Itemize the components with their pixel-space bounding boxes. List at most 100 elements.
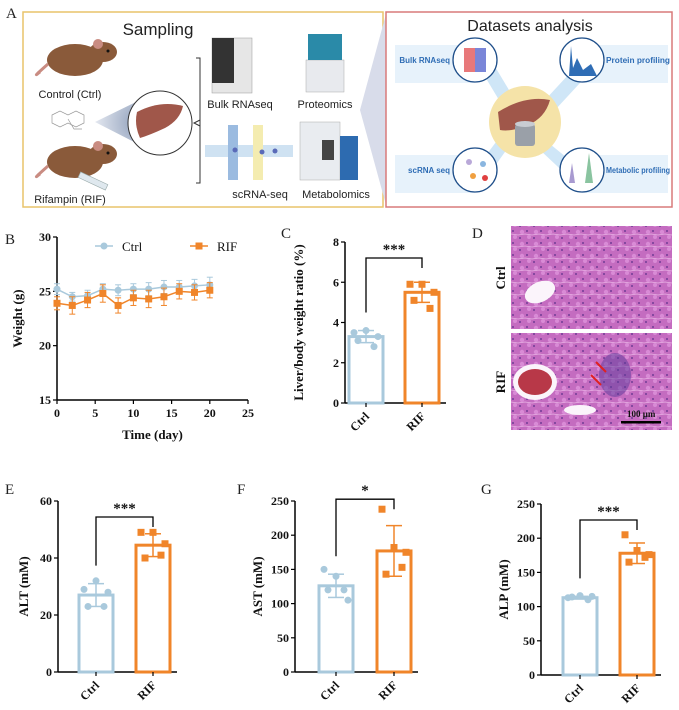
sampling-title: Sampling: [123, 20, 194, 39]
series-rif: [53, 282, 214, 315]
significance-bracket: [335, 498, 395, 557]
data-point: [53, 299, 61, 307]
x-tick-label: Ctrl: [317, 678, 342, 703]
y-axis-label: ALP (mM): [496, 559, 511, 619]
sequencer-icon: [211, 37, 253, 94]
control-mouse-icon: [34, 39, 117, 77]
data-point: [406, 280, 414, 288]
data-point: [382, 570, 390, 578]
umap-icon: [466, 159, 488, 181]
significance-bracket: [579, 519, 638, 579]
significance-label: ***: [383, 242, 406, 258]
panel-a-analysis: Datasets analysis Bulk RNAseq Protein pr…: [385, 11, 673, 208]
syringe-icon: [77, 171, 109, 191]
y-tick-label: 200: [271, 528, 289, 542]
x-tick-label: Ctrl: [561, 681, 586, 706]
panel-letter-b: B: [5, 232, 15, 248]
data-point: [191, 288, 199, 296]
bar-rif: [403, 290, 441, 405]
y-tick-label: 20: [39, 339, 51, 353]
data-point: [430, 288, 438, 296]
data-point: [378, 505, 386, 513]
data-point: [324, 586, 332, 594]
data-point: [576, 592, 584, 600]
data-point: [374, 333, 382, 341]
bar-rif: [618, 551, 656, 677]
rif-mouse-icon: [34, 141, 117, 179]
data-point: [160, 283, 168, 291]
data-point: [625, 558, 633, 566]
y-tick-label: 150: [271, 562, 289, 576]
data-point: [141, 554, 149, 562]
panel-letter-c: C: [281, 226, 291, 242]
x-tick-label: 25: [242, 406, 254, 420]
method-bulk-rnaseq: Bulk RNAseq: [207, 99, 272, 111]
microfluidic-icon: [205, 125, 293, 180]
x-axis-label: Time (day): [122, 427, 183, 442]
bar-rif: [134, 543, 172, 674]
data-point: [568, 593, 576, 601]
y-tick-label: 25: [39, 284, 51, 298]
histology-rif-image: 100 μm: [511, 333, 672, 430]
legend-marker: [100, 242, 108, 250]
x-tick-label: 10: [127, 406, 139, 420]
data-point: [645, 551, 653, 559]
liver-icon: [136, 104, 183, 138]
scale-bar-label: 100 μm: [627, 409, 656, 419]
x-tick-label: Ctrl: [77, 678, 102, 703]
bar-ctrl: [347, 335, 385, 405]
data-point: [402, 548, 410, 556]
data-point: [418, 280, 426, 288]
y-tick-label: 0: [529, 668, 535, 682]
y-tick-label: 100: [517, 600, 535, 614]
data-point: [92, 577, 100, 585]
data-point: [104, 588, 112, 596]
analysis-metabolic-profiling: Metabolic profiling: [606, 166, 670, 175]
protein-spectrum-icon: [569, 46, 597, 76]
significance-bracket: [95, 516, 154, 566]
bracket: [192, 57, 201, 184]
y-tick-label: 250: [271, 494, 289, 508]
y-tick-label: 0: [283, 665, 289, 679]
method-proteomics: Proteomics: [297, 99, 353, 111]
x-tick-label: 0: [54, 406, 60, 420]
histology-ctrl-image: [511, 226, 672, 329]
legend-label: RIF: [217, 239, 237, 254]
y-axis-label: Liver/body weight ratio (%): [291, 244, 306, 400]
data-point: [84, 602, 92, 610]
bar-chart-g: 0 50 100 150 200 250 ALP (mM) Ctrl RIF ***: [496, 497, 661, 706]
metabolomics-instrument-icon: [299, 121, 358, 181]
x-tick-label: 5: [92, 406, 98, 420]
y-tick-label: 250: [517, 497, 535, 511]
flow-arrow: [360, 14, 386, 205]
data-point: [100, 602, 108, 610]
data-point: [129, 285, 137, 293]
x-tick-label: 20: [204, 406, 216, 420]
y-tick-label: 15: [39, 393, 51, 407]
data-point: [99, 290, 107, 298]
metabolic-spectrum-icon: [569, 153, 593, 183]
mass-spec-icon: [305, 34, 345, 93]
y-tick-label: 60: [40, 494, 52, 508]
analysis-title: Datasets analysis: [467, 18, 592, 35]
data-point: [149, 528, 157, 536]
data-point: [354, 337, 362, 345]
data-point: [68, 301, 76, 309]
data-point: [129, 294, 137, 302]
data-point: [633, 547, 641, 555]
analysis-scrna-seq: scRNA seq: [408, 166, 450, 175]
data-point: [114, 301, 122, 309]
data-point: [641, 553, 649, 561]
x-tick-label: RIF: [404, 409, 429, 434]
method-metabolomics: Metabolomics: [302, 189, 370, 201]
x-tick-label: RIF: [619, 681, 644, 706]
data-point: [161, 540, 169, 548]
data-point: [320, 565, 328, 573]
rifampin-label: Rifampin (RIF): [34, 194, 106, 206]
bar-chart-f: 0 50 100 150 200 250 AST (mM) Ctrl RIF *: [250, 483, 418, 703]
data-point: [344, 596, 352, 604]
analysis-bulk-rnaseq: Bulk RNAseq: [399, 56, 450, 65]
y-axis-label: AST (mM): [250, 556, 265, 616]
weight-line-chart: 15 20 25 30 0 5 10 15 20 25 Time (day) Weight (g) Ct…: [10, 230, 254, 442]
